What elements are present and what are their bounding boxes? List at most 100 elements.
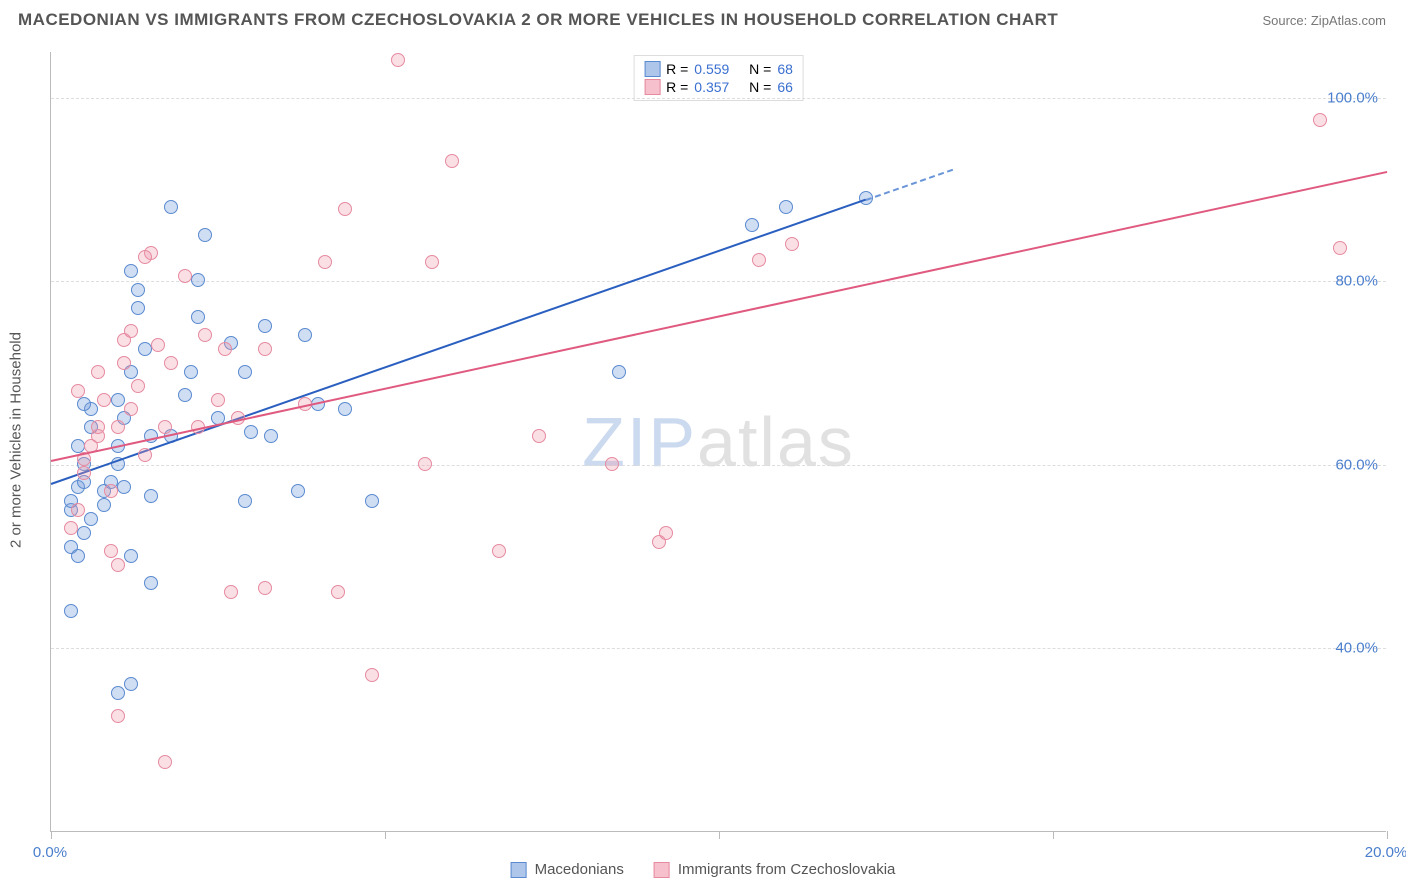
- data-point: [77, 397, 91, 411]
- data-point: [138, 342, 152, 356]
- x-tick-label: 0.0%: [33, 844, 67, 861]
- data-point: [785, 237, 799, 251]
- swatch-icon: [654, 862, 670, 878]
- data-point: [178, 269, 192, 283]
- y-tick-label: 80.0%: [1335, 273, 1378, 290]
- y-tick-label: 40.0%: [1335, 640, 1378, 657]
- trend-line: [51, 171, 1387, 462]
- title-bar: MACEDONIAN VS IMMIGRANTS FROM CZECHOSLOV…: [0, 0, 1406, 38]
- data-point: [238, 494, 252, 508]
- data-point: [164, 356, 178, 370]
- data-point: [298, 328, 312, 342]
- data-point: [111, 420, 125, 434]
- data-point: [418, 457, 432, 471]
- data-point: [198, 228, 212, 242]
- chart-title: MACEDONIAN VS IMMIGRANTS FROM CZECHOSLOV…: [18, 10, 1058, 30]
- data-point: [71, 439, 85, 453]
- data-point: [318, 255, 332, 269]
- data-point: [492, 544, 506, 558]
- data-point: [291, 484, 305, 498]
- x-tick: [719, 831, 720, 839]
- data-point: [138, 250, 152, 264]
- data-point: [124, 264, 138, 278]
- data-point: [258, 319, 272, 333]
- legend-row: R = 0.357 N = 66: [644, 78, 793, 96]
- gridline: [51, 281, 1386, 282]
- data-point: [184, 365, 198, 379]
- data-point: [64, 604, 78, 618]
- data-point: [151, 338, 165, 352]
- data-point: [191, 273, 205, 287]
- legend-series: Macedonians Immigrants from Czechoslovak…: [511, 861, 896, 878]
- data-point: [218, 342, 232, 356]
- x-tick: [51, 831, 52, 839]
- data-point: [124, 402, 138, 416]
- data-point: [131, 379, 145, 393]
- scatter-plot: ZIPatlas R = 0.559 N = 68 R = 0.357 N = …: [50, 52, 1386, 832]
- data-point: [1313, 113, 1327, 127]
- data-point: [532, 429, 546, 443]
- data-point: [158, 420, 172, 434]
- data-point: [198, 328, 212, 342]
- data-point: [1333, 241, 1347, 255]
- data-point: [117, 480, 131, 494]
- data-point: [264, 429, 278, 443]
- data-point: [158, 755, 172, 769]
- data-point: [258, 342, 272, 356]
- y-tick-label: 60.0%: [1335, 456, 1378, 473]
- data-point: [77, 466, 91, 480]
- data-point: [111, 558, 125, 572]
- data-point: [779, 200, 793, 214]
- data-point: [97, 393, 111, 407]
- data-point: [178, 388, 192, 402]
- data-point: [144, 489, 158, 503]
- data-point: [331, 585, 345, 599]
- data-point: [224, 585, 238, 599]
- data-point: [124, 324, 138, 338]
- data-point: [445, 154, 459, 168]
- data-point: [425, 255, 439, 269]
- legend-item: Immigrants from Czechoslovakia: [654, 861, 896, 878]
- data-point: [131, 301, 145, 315]
- watermark: ZIPatlas: [582, 402, 855, 482]
- data-point: [238, 365, 252, 379]
- data-point: [191, 310, 205, 324]
- x-tick: [1053, 831, 1054, 839]
- x-tick-label: 20.0%: [1365, 844, 1406, 861]
- gridline: [51, 98, 1386, 99]
- source-label: Source: ZipAtlas.com: [1262, 13, 1386, 28]
- trend-line: [51, 199, 867, 485]
- data-point: [124, 549, 138, 563]
- gridline: [51, 648, 1386, 649]
- data-point: [138, 448, 152, 462]
- trend-line-dashed: [866, 169, 953, 201]
- gridline: [51, 465, 1386, 466]
- data-point: [244, 425, 258, 439]
- data-point: [84, 512, 98, 526]
- data-point: [91, 420, 105, 434]
- legend-correlation: R = 0.559 N = 68 R = 0.357 N = 66: [633, 55, 804, 101]
- data-point: [365, 494, 379, 508]
- data-point: [104, 484, 118, 498]
- data-point: [211, 393, 225, 407]
- x-tick: [1387, 831, 1388, 839]
- data-point: [745, 218, 759, 232]
- data-point: [124, 677, 138, 691]
- y-axis-label: 2 or more Vehicles in Household: [8, 332, 25, 548]
- data-point: [91, 365, 105, 379]
- x-tick: [385, 831, 386, 839]
- data-point: [605, 457, 619, 471]
- data-point: [117, 356, 131, 370]
- swatch-icon: [511, 862, 527, 878]
- data-point: [612, 365, 626, 379]
- data-point: [752, 253, 766, 267]
- data-point: [111, 393, 125, 407]
- data-point: [365, 668, 379, 682]
- data-point: [97, 498, 111, 512]
- legend-item: Macedonians: [511, 861, 624, 878]
- data-point: [64, 521, 78, 535]
- data-point: [164, 200, 178, 214]
- data-point: [131, 283, 145, 297]
- data-point: [258, 581, 272, 595]
- y-tick-label: 100.0%: [1327, 89, 1378, 106]
